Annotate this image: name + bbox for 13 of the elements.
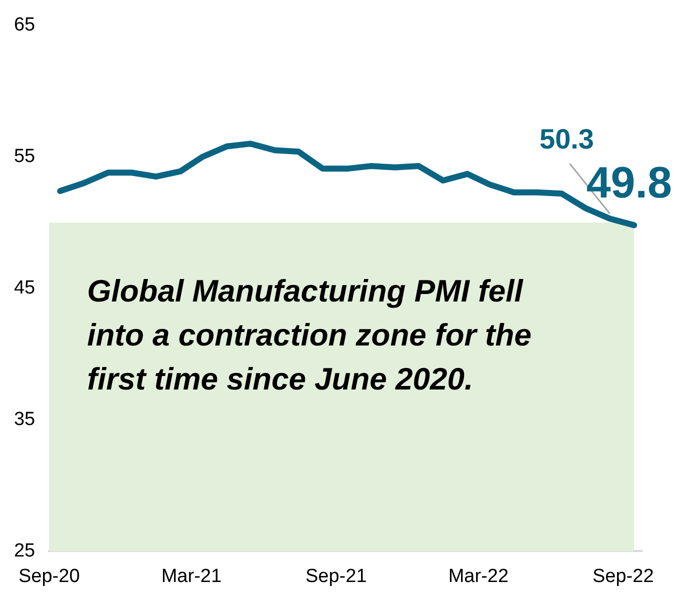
data-label: 49.8 (586, 158, 672, 208)
y-tick-label: 35 (14, 408, 36, 430)
y-tick-label: 65 (14, 14, 36, 36)
x-tick-label: Sep-22 (592, 566, 654, 587)
y-tick-label: 55 (14, 146, 36, 168)
x-tick-label: Mar-22 (448, 566, 509, 587)
y-tick-label: 25 (14, 540, 36, 562)
x-tick-label: Mar-21 (161, 566, 222, 587)
y-tick-label: 45 (14, 278, 36, 299)
data-label: 50.3 (540, 123, 594, 154)
x-tick-label: Sep-20 (18, 566, 80, 587)
band-label: Global Manufacturing PMI fell into a contraction zone for the first time since June 2020. (87, 274, 532, 397)
x-tick-label: Sep-21 (305, 566, 367, 587)
